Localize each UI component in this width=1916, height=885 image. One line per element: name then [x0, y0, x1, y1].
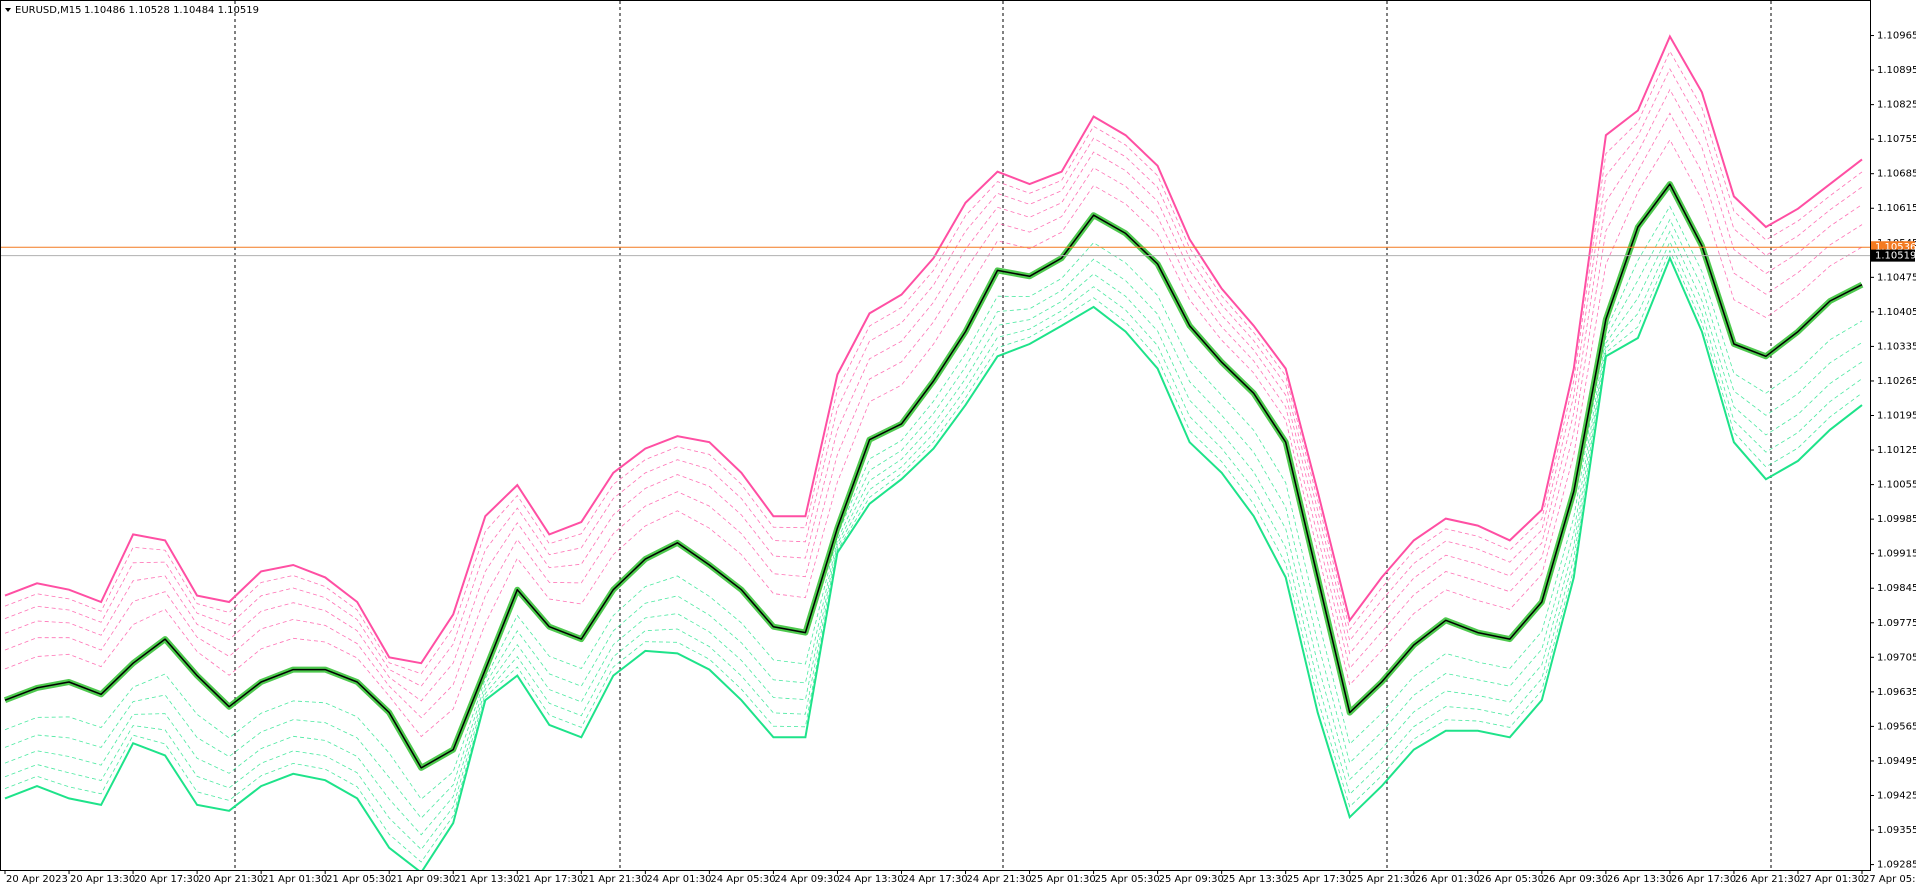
price-label-bg — [1871, 249, 1915, 262]
x-tick-label: 25 Apr 13:30 — [1223, 874, 1288, 885]
x-tick-label: 26 Apr 21:30 — [1735, 874, 1800, 885]
x-tick-label: 21 Apr 09:30 — [390, 874, 455, 885]
y-tick-label: 1.10405 — [1877, 307, 1916, 318]
plot-area — [3, 1, 1864, 870]
y-tick-label: 1.10685 — [1877, 169, 1916, 180]
y-tick-label: 1.10335 — [1877, 341, 1916, 352]
y-tick-label: 1.09355 — [1877, 825, 1916, 836]
x-tick-label: 21 Apr 13:30 — [454, 874, 519, 885]
y-tick-label: 1.10755 — [1877, 134, 1916, 145]
x-tick-label: 20 Apr 17:30 — [134, 874, 199, 885]
x-tick-label: 26 Apr 17:30 — [1671, 874, 1736, 885]
x-tick-label: 20 Apr 2023 — [6, 874, 68, 885]
y-tick-label: 1.10895 — [1877, 65, 1916, 76]
y-tick-label: 1.10965 — [1877, 31, 1916, 42]
chart-title: EURUSD,M15 — [15, 5, 81, 16]
y-tick-label: 1.10475 — [1877, 272, 1916, 283]
x-tick-label: 20 Apr 13:30 — [70, 874, 135, 885]
x-tick-label: 26 Apr 13:30 — [1607, 874, 1672, 885]
x-tick-label: 25 Apr 05:30 — [1095, 874, 1160, 885]
y-tick-label: 1.10825 — [1877, 100, 1916, 111]
y-tick-label: 1.10195 — [1877, 411, 1916, 422]
upper-envelope — [4, 88, 1863, 702]
menu-arrow — [5, 8, 11, 12]
upper-envelope — [4, 50, 1863, 675]
y-tick-label: 1.09495 — [1877, 756, 1916, 767]
x-tick-label: 27 Apr 01:30 — [1799, 874, 1864, 885]
y-tick-label: 1.09635 — [1877, 687, 1916, 698]
x-tick-label: 24 Apr 17:30 — [902, 874, 967, 885]
lower-band — [4, 255, 1863, 870]
lower-envelope — [4, 240, 1863, 851]
upper-band — [4, 34, 1863, 665]
upper-envelope — [4, 68, 1863, 687]
y-tick-label: 1.09425 — [1877, 790, 1916, 801]
x-tick-label: 26 Apr 01:30 — [1415, 874, 1480, 885]
x-tick-label: 24 Apr 05:30 — [710, 874, 775, 885]
y-tick-label: 1.10615 — [1877, 203, 1916, 214]
y-tick-label: 1.09285 — [1877, 860, 1916, 871]
x-tick-label: 26 Apr 05:30 — [1479, 874, 1544, 885]
x-tick-label: 25 Apr 01:30 — [1031, 874, 1096, 885]
price-label: 1.10519 — [1875, 251, 1916, 262]
price-label: 1.10536 — [1875, 242, 1916, 253]
x-tick-label: 25 Apr 17:30 — [1287, 874, 1352, 885]
midline — [4, 183, 1863, 769]
y-tick-label: 1.09845 — [1877, 583, 1916, 594]
x-tick-label: 21 Apr 17:30 — [518, 874, 583, 885]
x-tick-label: 24 Apr 21:30 — [967, 874, 1032, 885]
lower-envelope — [4, 230, 1863, 836]
x-tick-label: 25 Apr 09:30 — [1159, 874, 1224, 885]
y-tick-label: 1.09985 — [1877, 514, 1916, 525]
y-tick-label: 1.09775 — [1877, 618, 1916, 629]
lower-envelope — [4, 205, 1863, 800]
x-tick-label: 24 Apr 09:30 — [774, 874, 839, 885]
x-tick-label: 26 Apr 09:30 — [1543, 874, 1608, 885]
y-tick-label: 1.09915 — [1877, 549, 1916, 560]
x-tick-label: 24 Apr 01:30 — [646, 874, 711, 885]
x-tick-label: 24 Apr 13:30 — [838, 874, 903, 885]
y-tick-label: 1.10265 — [1877, 376, 1916, 387]
y-tick-label: 1.10125 — [1877, 445, 1916, 456]
x-tick-label: 21 Apr 21:30 — [582, 874, 647, 885]
lower-envelope — [4, 218, 1863, 819]
y-tick-label: 1.09565 — [1877, 721, 1916, 732]
ohlc: 1.10486 1.10528 1.10484 1.10519 — [84, 5, 259, 16]
x-tick-label: 21 Apr 05:30 — [326, 874, 391, 885]
y-tick-label: 1.10055 — [1877, 480, 1916, 491]
y-tick-label: 1.09705 — [1877, 652, 1916, 663]
x-tick-label: 20 Apr 21:30 — [198, 874, 263, 885]
x-tick-label: 21 Apr 01:30 — [262, 874, 327, 885]
x-tick-label: 27 Apr 05:30 — [1863, 874, 1916, 885]
x-tick-label: 25 Apr 21:30 — [1351, 874, 1416, 885]
lower-envelope — [4, 249, 1863, 863]
upper-envelope — [4, 138, 1863, 738]
